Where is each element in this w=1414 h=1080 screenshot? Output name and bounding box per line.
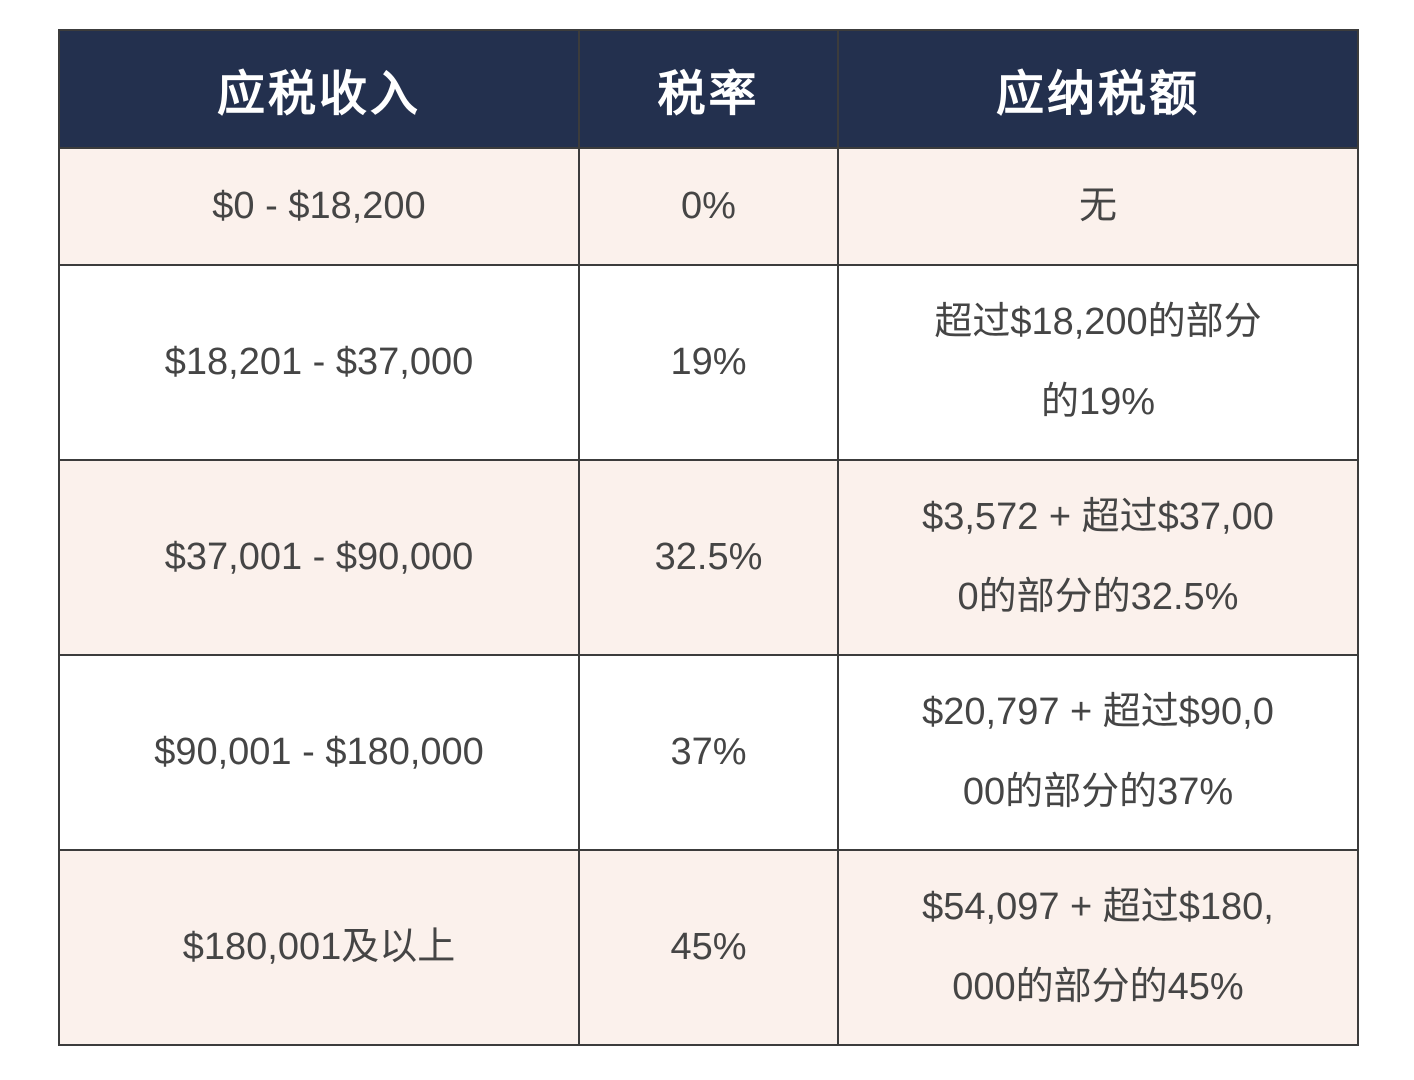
cell-income: $18,201 - $37,000 [58,264,580,461]
table-row: $0 - $18,200 0% 无 [58,147,1359,266]
header-row: 应税收入 税率 应纳税额 [58,29,1359,149]
header-taxable-income: 应税收入 [58,29,580,149]
cell-income: $37,001 - $90,000 [58,459,580,656]
cell-tax: $54,097 + 超过$180, 000的部分的45% [837,849,1359,1046]
cell-tax: 超过$18,200的部分 的19% [837,264,1359,461]
cell-income: $0 - $18,200 [58,147,580,266]
header-tax-payable: 应纳税额 [837,29,1359,149]
header-tax-rate: 税率 [578,29,839,149]
table-row: $18,201 - $37,000 19% 超过$18,200的部分 的19% [58,264,1359,461]
cell-tax: $3,572 + 超过$37,00 0的部分的32.5% [837,459,1359,656]
cell-rate: 19% [578,264,839,461]
table-row: $90,001 - $180,000 37% $20,797 + 超过$90,0… [58,654,1359,851]
cell-tax: 无 [837,147,1359,266]
table-row: $180,001及以上 45% $54,097 + 超过$180, 000的部分… [58,849,1359,1046]
cell-rate: 37% [578,654,839,851]
cell-rate: 32.5% [578,459,839,656]
cell-tax: $20,797 + 超过$90,0 00的部分的37% [837,654,1359,851]
cell-rate: 0% [578,147,839,266]
table-row: $37,001 - $90,000 32.5% $3,572 + 超过$37,0… [58,459,1359,656]
cell-income: $180,001及以上 [58,849,580,1046]
cell-rate: 45% [578,849,839,1046]
cell-income: $90,001 - $180,000 [58,654,580,851]
tax-bracket-table: 应税收入 税率 应纳税额 $0 - $18,200 0% 无 $18,201 -… [58,29,1359,1046]
